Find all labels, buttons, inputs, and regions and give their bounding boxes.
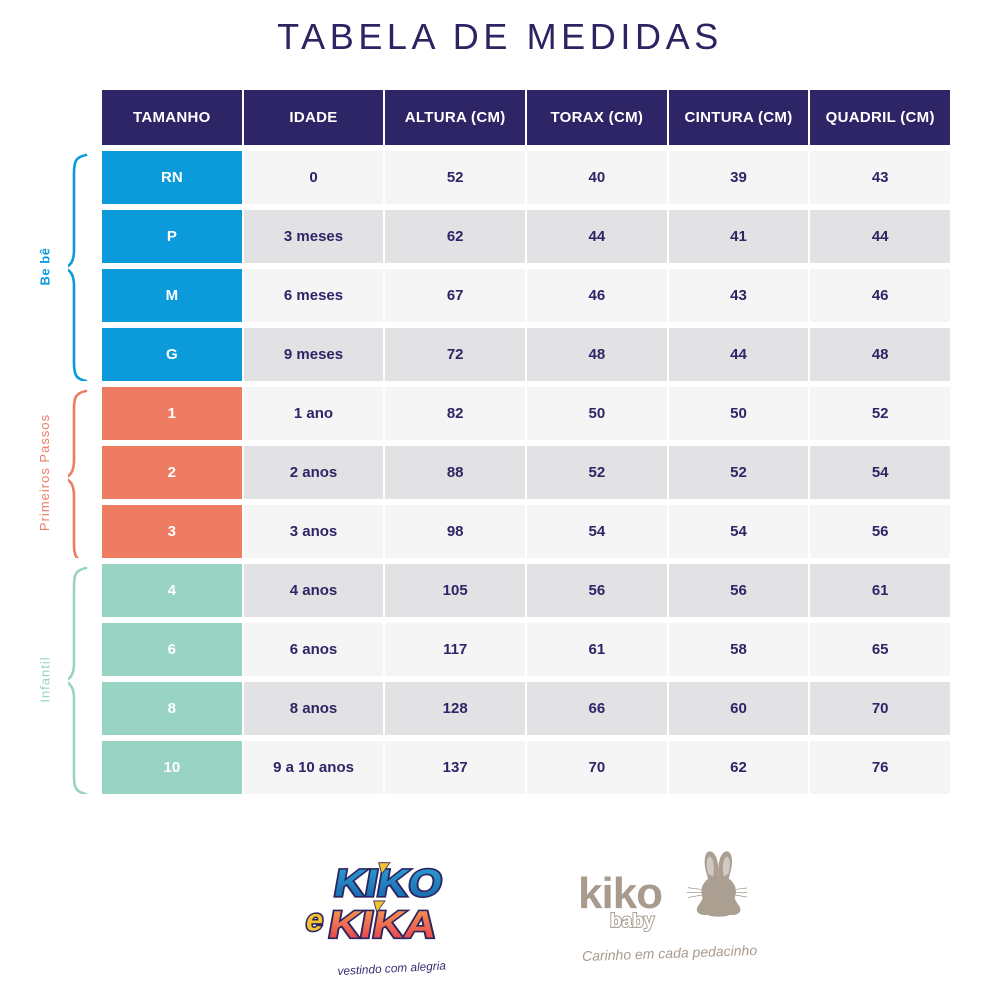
svg-text:KIKA: KIKA [325,904,440,947]
svg-text:e: e [303,903,326,938]
svg-text:KIKO: KIKO [331,862,446,905]
